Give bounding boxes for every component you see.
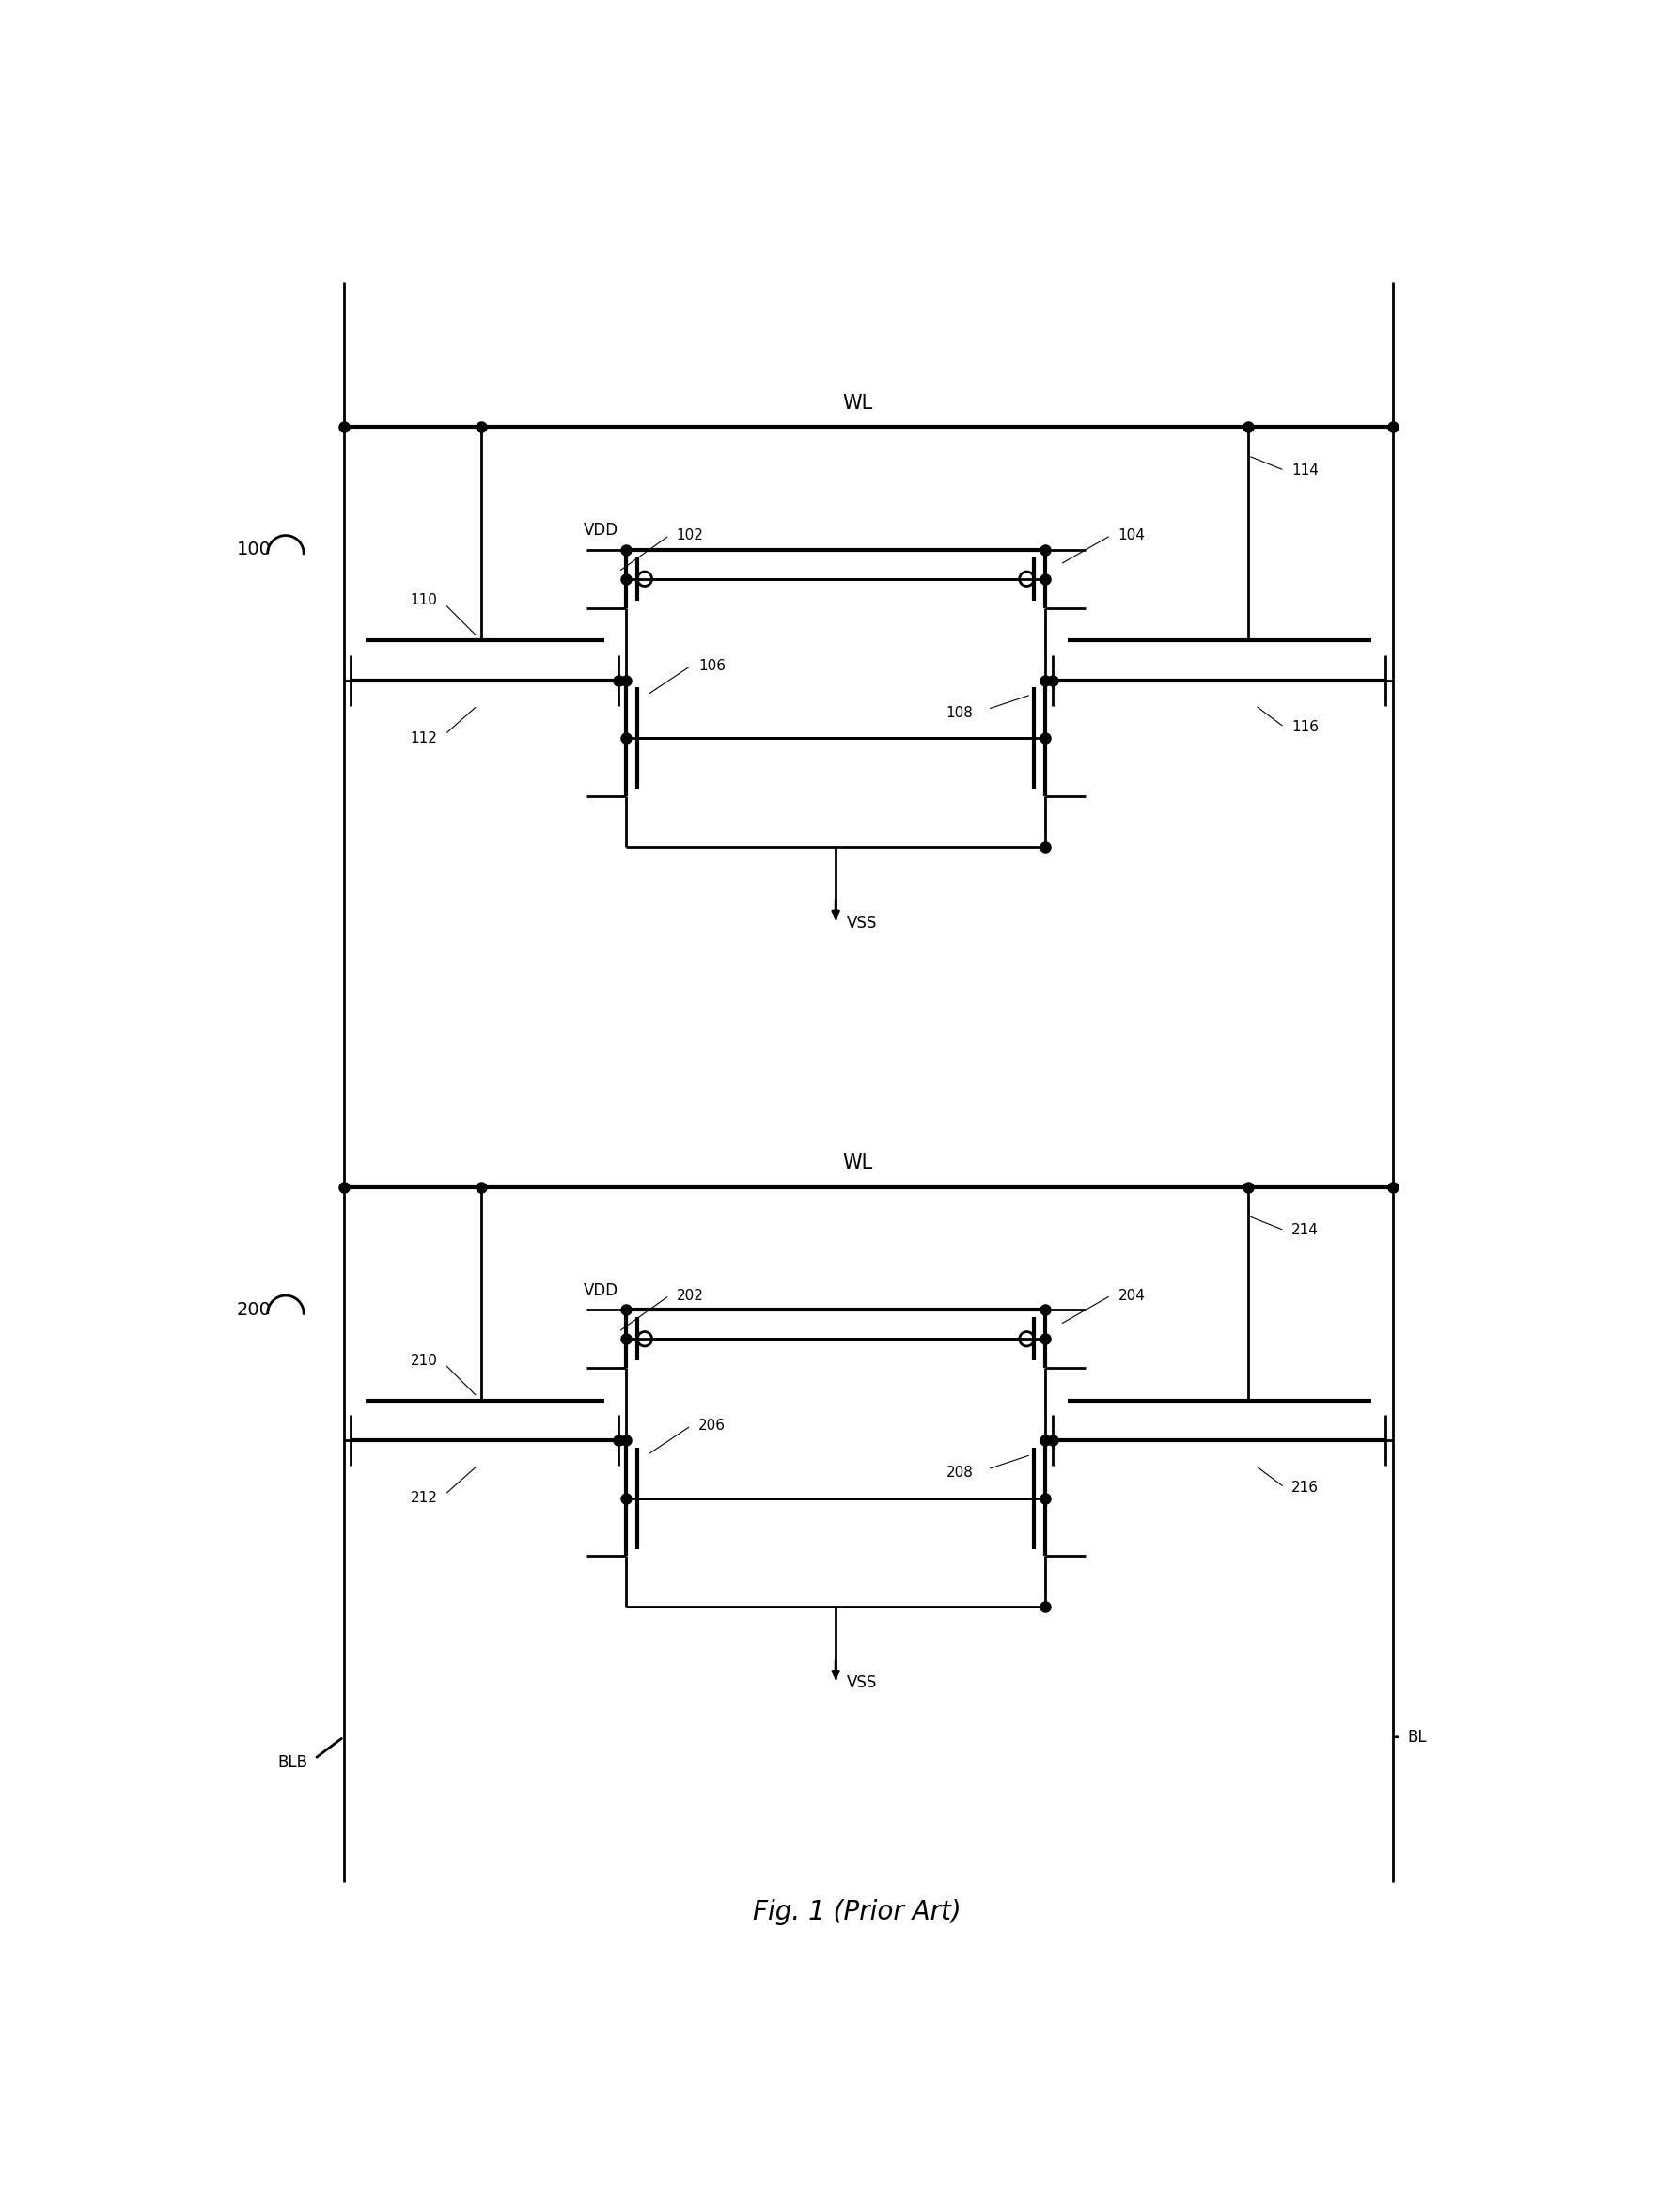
Text: 200: 200 — [236, 1301, 271, 1318]
Text: WL: WL — [842, 394, 873, 411]
Text: VDD: VDD — [584, 1283, 619, 1298]
Text: BL: BL — [1407, 1728, 1427, 1745]
Text: 208: 208 — [945, 1467, 974, 1480]
Text: 216: 216 — [1292, 1480, 1318, 1495]
Text: 102: 102 — [676, 529, 704, 542]
Text: 204: 204 — [1118, 1287, 1144, 1303]
Text: 210: 210 — [410, 1354, 438, 1367]
Text: 202: 202 — [676, 1287, 704, 1303]
Text: 108: 108 — [945, 706, 974, 719]
Text: 116: 116 — [1292, 721, 1318, 734]
Text: 112: 112 — [410, 732, 438, 745]
Text: 212: 212 — [410, 1491, 438, 1504]
Text: 206: 206 — [698, 1418, 726, 1433]
Text: 214: 214 — [1292, 1223, 1318, 1237]
Text: VSS: VSS — [847, 1674, 877, 1692]
Text: 114: 114 — [1292, 462, 1318, 478]
Text: Fig. 1 (Prior Art): Fig. 1 (Prior Art) — [753, 1898, 962, 1924]
Text: 104: 104 — [1118, 529, 1144, 542]
Text: 110: 110 — [410, 593, 438, 608]
Text: VSS: VSS — [847, 914, 877, 931]
Text: WL: WL — [842, 1155, 873, 1172]
Text: 100: 100 — [236, 542, 271, 560]
Text: 106: 106 — [698, 659, 726, 672]
Text: VDD: VDD — [584, 522, 619, 540]
Text: BLB: BLB — [278, 1754, 308, 1772]
